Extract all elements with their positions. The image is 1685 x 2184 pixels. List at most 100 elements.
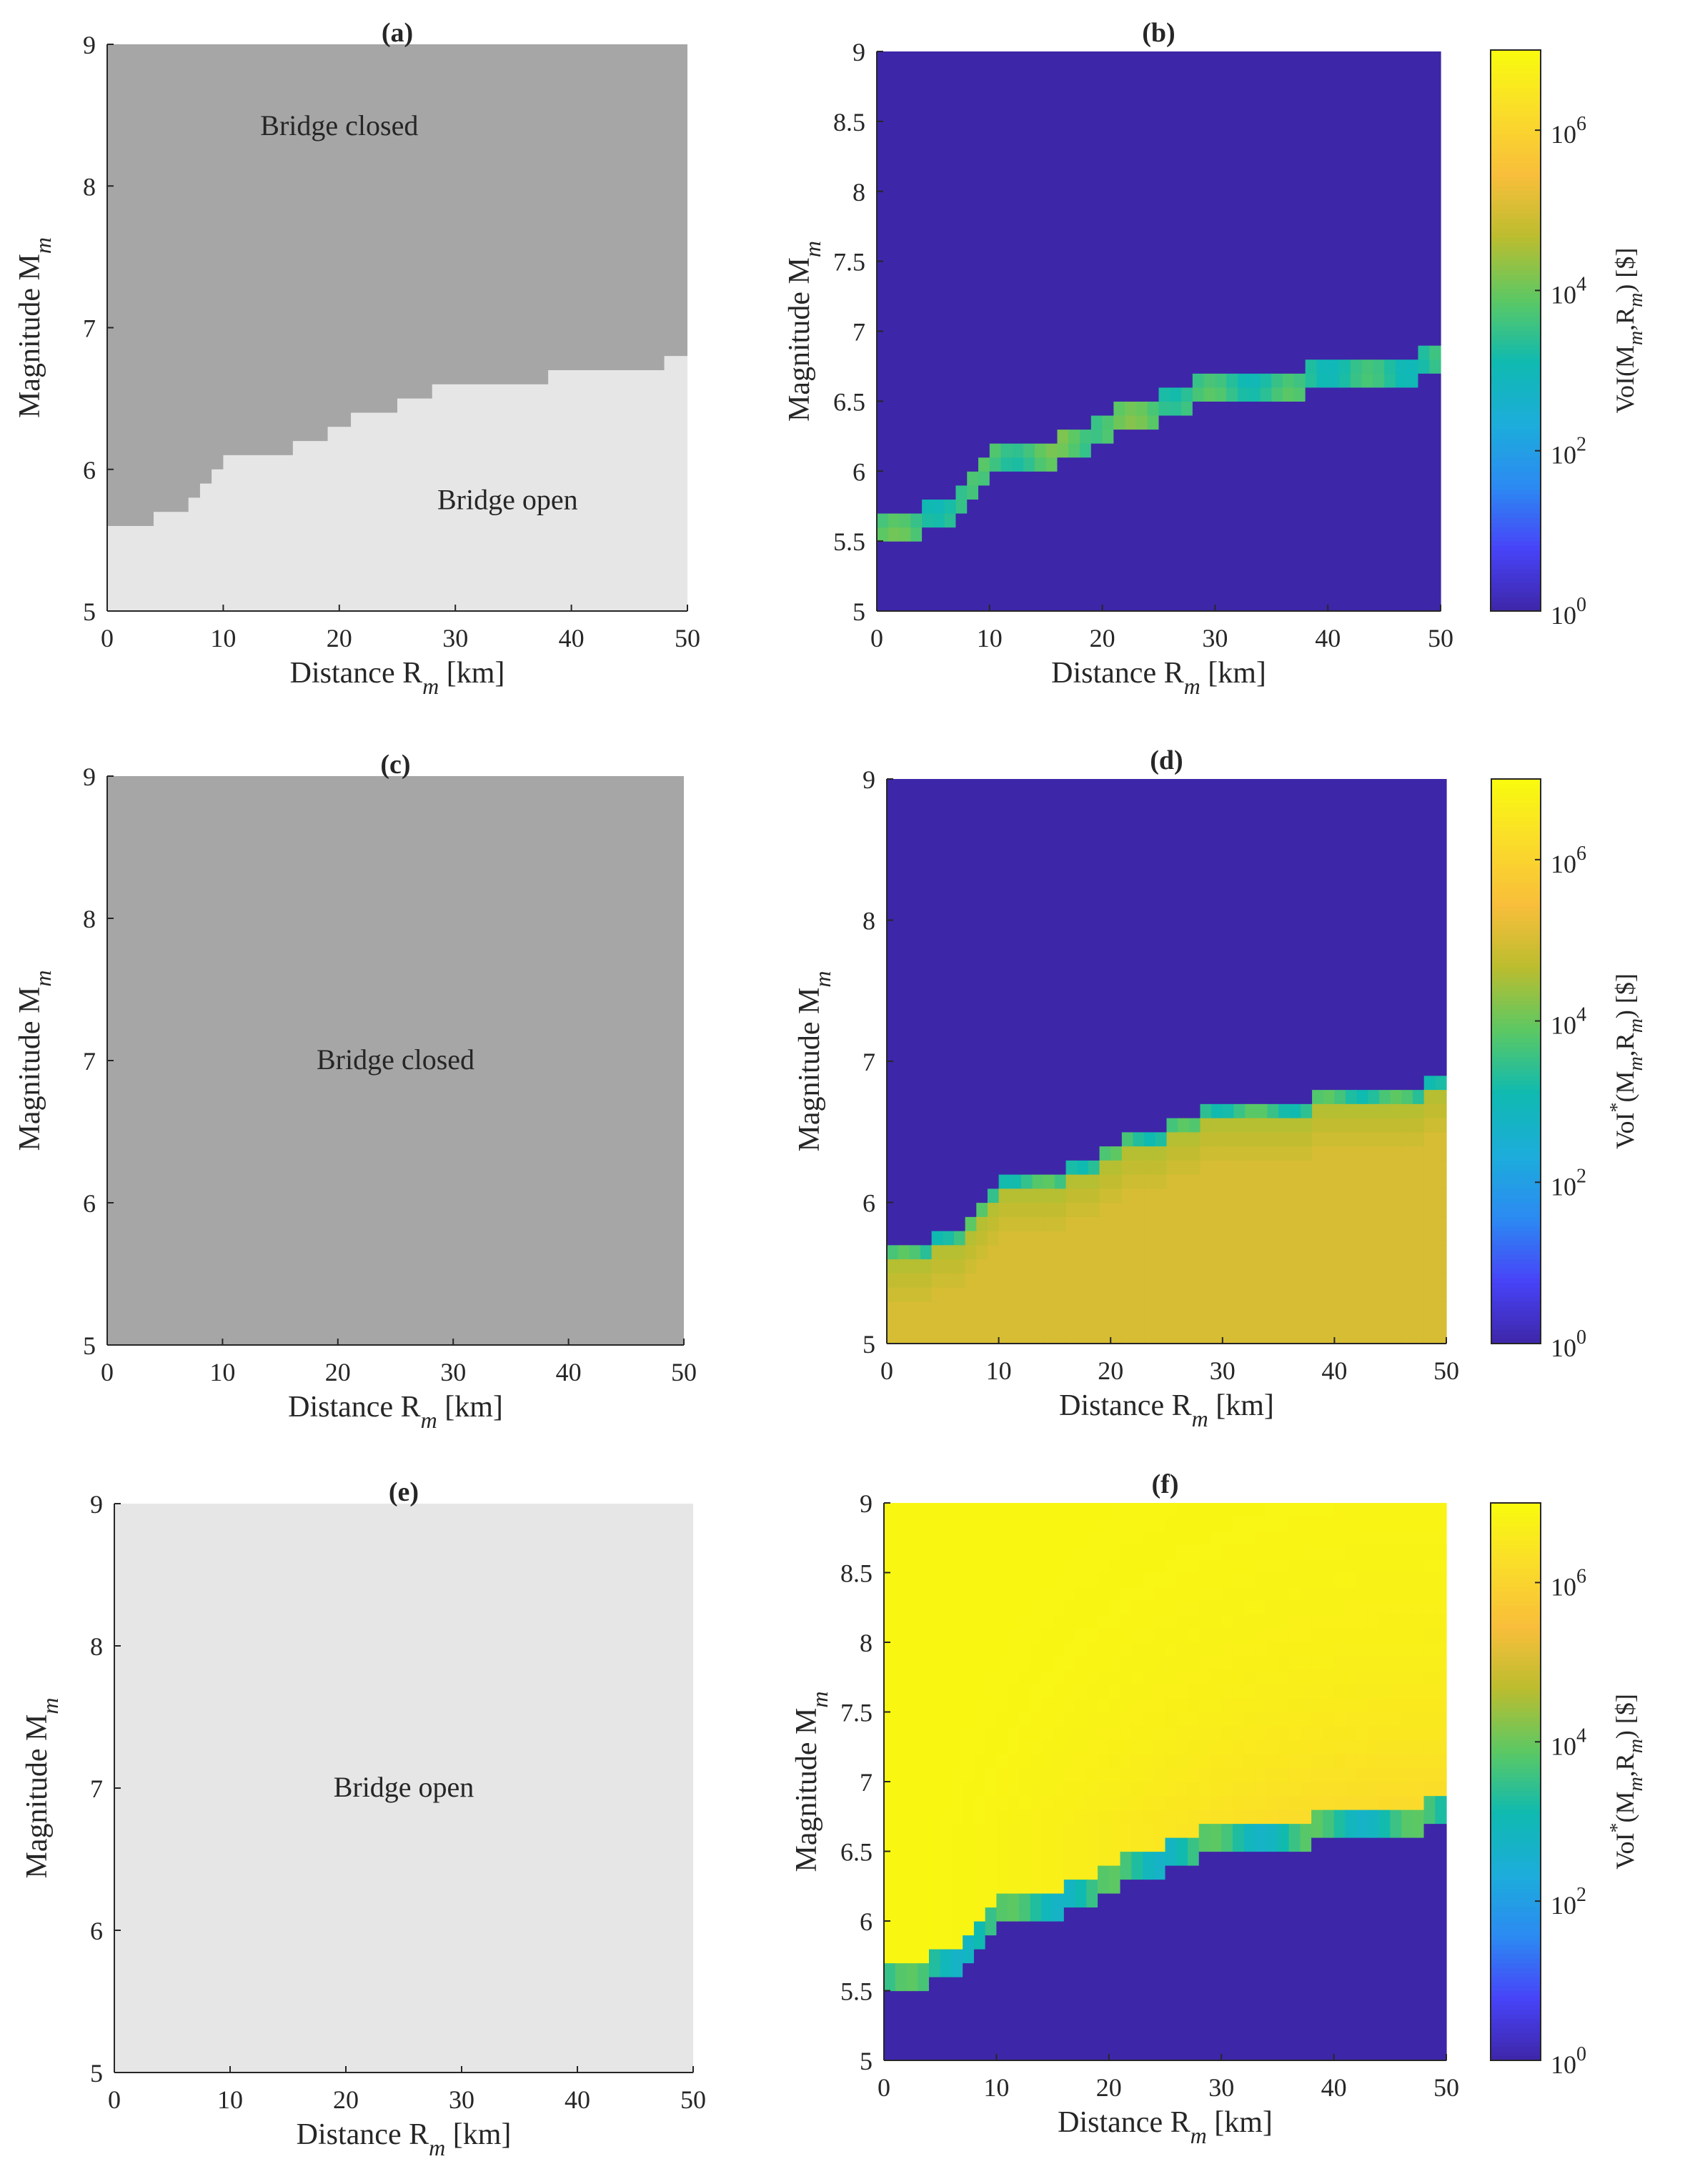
- heatmap-cell: [1010, 934, 1022, 949]
- heatmap-cell: [1233, 991, 1246, 1006]
- heatmap-cell: [955, 317, 968, 332]
- heatmap-cell: [898, 835, 910, 850]
- heatmap-cell: [1135, 303, 1148, 318]
- heatmap-cell: [920, 1244, 933, 1260]
- heatmap-cell: [1181, 569, 1193, 584]
- heatmap-cell: [973, 1559, 986, 1574]
- heatmap-cell: [1034, 401, 1047, 416]
- heatmap-cell: [989, 219, 1002, 234]
- heatmap-cell: [1045, 527, 1058, 542]
- heatmap-cell: [877, 569, 889, 584]
- heatmap-cell: [951, 1642, 963, 1657]
- heatmap-cell: [1379, 1244, 1391, 1260]
- heatmap-cell: [1170, 149, 1182, 164]
- heatmap-cell: [1413, 948, 1425, 963]
- heatmap-cell: [1018, 1559, 1031, 1574]
- heatmap-cell: [1088, 1061, 1100, 1076]
- heatmap-cell: [1080, 345, 1092, 360]
- heatmap-cell: [1158, 373, 1170, 388]
- heatmap-cell: [1166, 1061, 1178, 1076]
- heatmap-cell: [987, 1244, 1000, 1260]
- heatmap-cell: [1121, 976, 1134, 991]
- heatmap-cell: [985, 1823, 997, 1838]
- heatmap-cell: [1054, 1202, 1067, 1217]
- heatmap-cell: [1413, 1061, 1425, 1076]
- heatmap-cell: [1305, 443, 1318, 458]
- heatmap-cell: [895, 1823, 908, 1838]
- heatmap-cell: [985, 1977, 997, 1992]
- heatmap-cell: [1166, 1244, 1178, 1260]
- heatmap-cell: [906, 1990, 918, 2005]
- heatmap-cell: [965, 779, 977, 794]
- heatmap-cell: [1413, 1131, 1425, 1147]
- heatmap-cell: [928, 1572, 941, 1587]
- heatmap-cell: [1301, 1315, 1313, 1330]
- heatmap-cell: [1010, 892, 1022, 907]
- y-tick-label: 6: [83, 1189, 96, 1218]
- heatmap-cell: [887, 793, 899, 808]
- heatmap-cell: [1384, 303, 1396, 318]
- heatmap-cell: [940, 1837, 953, 1852]
- heatmap-cell: [1155, 863, 1168, 878]
- heatmap-cell: [1390, 905, 1402, 921]
- heatmap-cell: [955, 51, 968, 66]
- heatmap-cell: [1215, 541, 1227, 556]
- heatmap-cell: [963, 1670, 975, 1685]
- heatmap-cell: [1361, 429, 1373, 444]
- heatmap-cell: [1346, 807, 1358, 822]
- heatmap-cell: [1418, 429, 1430, 444]
- heatmap-cell: [1158, 317, 1170, 332]
- heatmap-cell: [1166, 863, 1178, 878]
- heatmap-cell: [1178, 1287, 1190, 1302]
- colorbar-step: [1491, 840, 1541, 845]
- heatmap-cell: [1121, 948, 1134, 963]
- cb-label-post: ) [$]: [1611, 973, 1639, 1018]
- heatmap-cell: [1155, 1315, 1168, 1330]
- heatmap-cell: [1144, 976, 1156, 991]
- heatmap-cell: [1260, 247, 1272, 262]
- heatmap-cell: [943, 1329, 955, 1344]
- heatmap-cell: [877, 457, 889, 472]
- heatmap-cell: [1020, 905, 1033, 921]
- heatmap-cell: [1158, 597, 1170, 612]
- heatmap-cell: [1181, 512, 1193, 528]
- heatmap-cell: [1338, 401, 1351, 416]
- heatmap-cell: [1065, 948, 1078, 963]
- heatmap-cell: [1237, 512, 1250, 528]
- heatmap-cell: [1395, 261, 1408, 276]
- heatmap-cell: [1012, 247, 1024, 262]
- cb-label-mid: ,R: [1611, 1033, 1639, 1056]
- heatmap-cell: [888, 582, 900, 598]
- heatmap-cell: [1373, 135, 1385, 150]
- heatmap-cell: [1034, 149, 1047, 164]
- heatmap-cell: [1203, 233, 1216, 248]
- heatmap-cell: [877, 149, 889, 164]
- heatmap-cell: [909, 1287, 921, 1302]
- heatmap-cell: [1237, 597, 1250, 612]
- heatmap-cell: [1192, 359, 1205, 374]
- heatmap-cell: [1373, 512, 1385, 528]
- heatmap-cell: [1245, 1329, 1257, 1344]
- heatmap-cell: [1008, 1949, 1020, 1964]
- heatmap-cell: [1181, 331, 1193, 346]
- colorbar-step: [1491, 162, 1541, 168]
- heatmap-cell: [1418, 289, 1430, 304]
- heatmap-cell: [1278, 1118, 1291, 1133]
- heatmap-cell: [940, 1823, 953, 1838]
- heatmap-cell: [1068, 303, 1080, 318]
- heatmap-cell: [1144, 1103, 1156, 1118]
- heatmap-cell: [944, 149, 957, 164]
- heatmap-cell: [1305, 429, 1318, 444]
- heatmap-cell: [933, 275, 945, 290]
- heatmap-cell: [998, 1287, 1010, 1302]
- heatmap-cell: [998, 962, 1010, 978]
- heatmap-cell: [987, 835, 1000, 850]
- heatmap-cell: [987, 948, 1000, 963]
- colorbar-step: [1491, 948, 1541, 954]
- heatmap-cell: [1102, 541, 1114, 556]
- heatmap-cell: [1023, 79, 1035, 94]
- colorbar-step: [1491, 788, 1541, 794]
- heatmap-cell: [1233, 948, 1246, 963]
- heatmap-cell: [1418, 401, 1430, 416]
- heatmap-cell: [1135, 261, 1148, 276]
